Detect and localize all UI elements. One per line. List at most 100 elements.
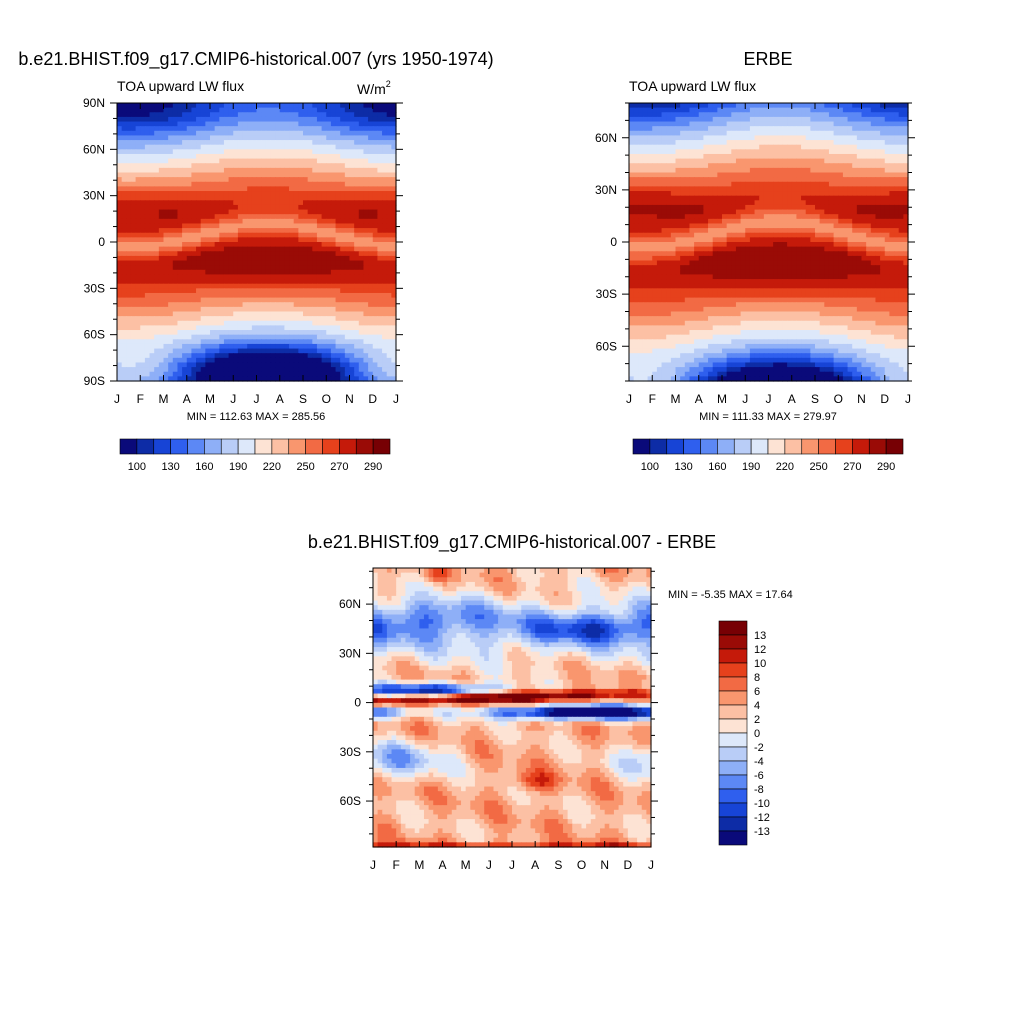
model-heatmap-cell <box>349 371 355 377</box>
model-heatmap-cell <box>270 135 276 141</box>
erbe-heatmap-cell <box>880 144 886 150</box>
model-heatmap-cell <box>158 288 165 294</box>
model-heatmap-cell <box>382 167 388 174</box>
model-heatmap-cell <box>214 149 220 155</box>
model-heatmap-cell <box>117 126 123 132</box>
erbe-heatmap-cell <box>717 140 723 146</box>
model-heatmap-cell <box>279 195 285 201</box>
erbe-heatmap-cell <box>842 126 849 132</box>
model-heatmap-cell <box>307 107 313 113</box>
model-heatmap-cell <box>168 103 174 109</box>
model-heatmap-cell <box>275 126 281 132</box>
model-heatmap-cell <box>214 311 220 317</box>
model-heatmap-cell <box>386 135 392 141</box>
model-heatmap-cell <box>261 242 267 248</box>
model-heatmap-cell <box>228 107 234 113</box>
model-heatmap-cell <box>256 292 262 299</box>
erbe-heatmap-cell <box>796 112 802 118</box>
model-heatmap-cell <box>270 260 276 266</box>
model-heatmap-cell <box>391 112 397 118</box>
model-heatmap-cell <box>265 371 272 377</box>
model-heatmap-cell <box>242 357 248 364</box>
model-heatmap-cell <box>256 200 262 206</box>
model-heatmap-cell <box>205 200 211 206</box>
model-heatmap-cell <box>386 186 392 192</box>
model-heatmap-cell <box>303 242 309 248</box>
model-x-tick-label: J <box>393 392 399 406</box>
model-heatmap-cell <box>358 306 365 313</box>
model-heatmap-cell <box>363 260 369 266</box>
model-heatmap-cell <box>251 195 258 201</box>
model-heatmap-cell <box>321 126 327 132</box>
model-heatmap-cell <box>196 311 202 317</box>
erbe-heatmap-cell <box>847 107 853 113</box>
model-heatmap-cell <box>363 140 369 146</box>
erbe-heatmap-cell <box>791 103 797 109</box>
model-heatmap-cell <box>298 306 304 313</box>
model-heatmap-cell <box>303 172 309 178</box>
model-heatmap-cell <box>382 200 388 206</box>
erbe-heatmap-cell <box>694 140 700 146</box>
erbe-heatmap-cell <box>889 144 895 150</box>
model-heatmap-cell <box>126 167 132 174</box>
model-heatmap-cell <box>251 130 258 137</box>
model-heatmap-cell <box>382 306 388 313</box>
erbe-heatmap-cell <box>819 103 825 109</box>
model-heatmap-cell <box>130 316 137 322</box>
erbe-heatmap-cell <box>680 195 686 201</box>
erbe-heatmap-cell <box>787 186 793 192</box>
erbe-heatmap-cell <box>759 153 765 160</box>
erbe-heatmap-cell <box>652 163 658 169</box>
model-heatmap-cell <box>200 112 206 118</box>
erbe-heatmap-cell <box>689 103 695 109</box>
model-heatmap-cell <box>172 292 179 299</box>
model-heatmap-cell <box>251 283 258 289</box>
model-heatmap-cell <box>372 195 378 201</box>
model-heatmap-cell <box>275 135 281 141</box>
model-heatmap-cell <box>335 218 341 225</box>
model-heatmap-cell <box>196 316 202 322</box>
model-heatmap-cell <box>121 163 127 169</box>
model-heatmap-cell <box>284 242 290 248</box>
erbe-heatmap-cell <box>698 172 704 178</box>
erbe-heatmap-cell <box>824 144 830 150</box>
erbe-heatmap-cell <box>866 140 872 146</box>
model-heatmap-cell <box>154 302 160 308</box>
erbe-heatmap-cell <box>703 135 709 141</box>
model-heatmap-cell <box>298 269 304 276</box>
model-heatmap-cell <box>140 116 146 123</box>
model-heatmap-cell <box>237 283 244 289</box>
model-heatmap-cell <box>326 163 332 169</box>
model-heatmap-cell <box>247 242 253 248</box>
model-heatmap-cell <box>130 371 137 377</box>
model-heatmap-cell <box>172 348 179 354</box>
erbe-panel-title: ERBE <box>743 49 792 69</box>
erbe-heatmap-cell <box>870 116 877 123</box>
model-heatmap-cell <box>316 237 323 243</box>
erbe-heatmap-cell <box>824 140 830 146</box>
model-heatmap-cell <box>270 348 276 354</box>
model-heatmap-cell <box>372 228 378 234</box>
model-heatmap-cell <box>279 353 285 359</box>
model-heatmap-cell <box>121 348 127 354</box>
model-heatmap-cell <box>279 311 285 317</box>
model-heatmap-cell <box>340 112 346 118</box>
model-heatmap-cell <box>358 362 365 368</box>
model-heatmap-cell <box>228 214 234 220</box>
model-heatmap-cell <box>275 130 281 137</box>
model-heatmap-cell <box>377 362 383 368</box>
erbe-heatmap-cell <box>773 167 779 174</box>
model-heatmap-cell <box>307 237 313 243</box>
model-heatmap-cell <box>191 242 197 248</box>
model-heatmap-cell <box>205 316 211 322</box>
model-heatmap-cell <box>377 214 383 220</box>
model-heatmap-cell <box>228 251 234 257</box>
model-heatmap-cell <box>293 334 299 340</box>
model-heatmap-cell <box>130 223 137 229</box>
erbe-heatmap-cell <box>763 177 770 183</box>
model-heatmap-cell <box>117 376 123 382</box>
model-heatmap-cell <box>312 135 318 141</box>
erbe-heatmap-cell <box>842 191 849 197</box>
model-heatmap-cell <box>368 204 374 211</box>
model-heatmap-cell <box>144 269 151 276</box>
